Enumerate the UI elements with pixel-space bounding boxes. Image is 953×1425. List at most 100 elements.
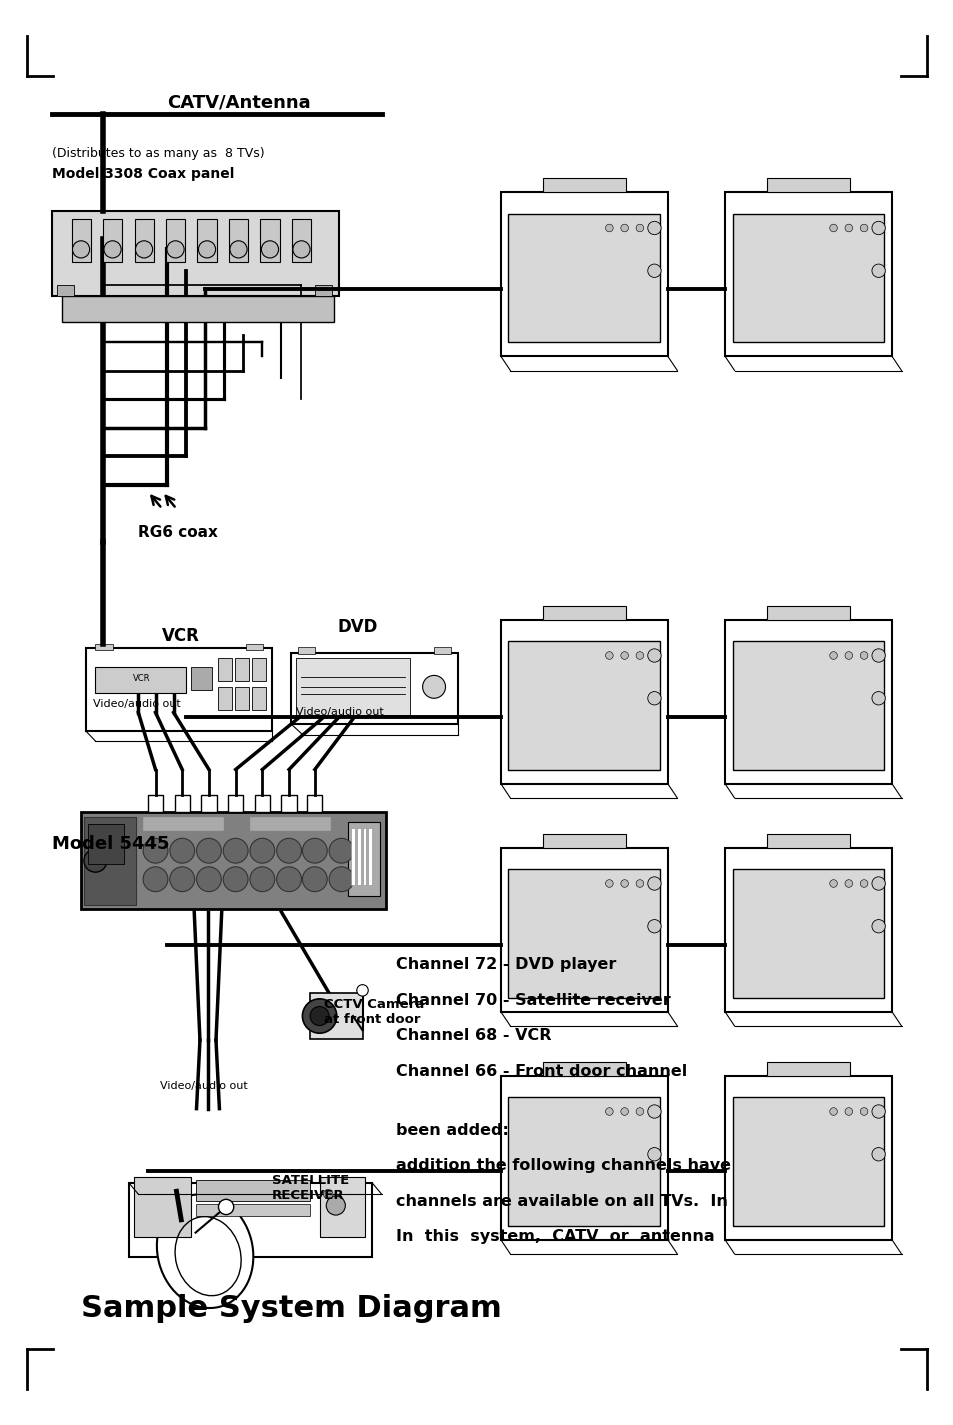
- Bar: [766, 834, 849, 848]
- Circle shape: [250, 866, 274, 892]
- Text: CCTV Camera
at front door: CCTV Camera at front door: [324, 997, 424, 1026]
- Circle shape: [871, 1104, 884, 1119]
- Bar: [252, 687, 266, 710]
- Bar: [246, 644, 263, 650]
- Bar: [134, 219, 153, 262]
- Bar: [310, 993, 362, 1039]
- Circle shape: [647, 648, 660, 663]
- Bar: [508, 641, 659, 770]
- Bar: [508, 869, 659, 998]
- Bar: [191, 667, 212, 690]
- Bar: [95, 644, 112, 650]
- Bar: [195, 1204, 310, 1216]
- Circle shape: [276, 838, 301, 864]
- Bar: [297, 647, 314, 654]
- Circle shape: [104, 241, 121, 258]
- Text: SATELLITE
RECEIVER: SATELLITE RECEIVER: [272, 1174, 349, 1203]
- Circle shape: [871, 1147, 884, 1161]
- Circle shape: [218, 1200, 233, 1214]
- Circle shape: [647, 1104, 660, 1119]
- Bar: [500, 1076, 667, 1240]
- Bar: [88, 824, 124, 864]
- Bar: [71, 219, 91, 262]
- Circle shape: [230, 241, 247, 258]
- Bar: [254, 795, 270, 812]
- Text: channels are available on all TVs.  In: channels are available on all TVs. In: [395, 1194, 727, 1208]
- Text: DVD: DVD: [337, 618, 377, 636]
- Bar: [351, 828, 355, 885]
- Bar: [148, 795, 163, 812]
- Circle shape: [605, 651, 613, 660]
- Bar: [228, 795, 243, 812]
- Bar: [766, 606, 849, 620]
- Circle shape: [143, 838, 168, 864]
- Circle shape: [647, 1147, 660, 1161]
- Bar: [732, 641, 883, 770]
- Bar: [195, 1180, 310, 1201]
- Text: (Distributes to as many as  8 TVs): (Distributes to as many as 8 TVs): [52, 147, 265, 161]
- Circle shape: [871, 264, 884, 278]
- Circle shape: [647, 919, 660, 933]
- Bar: [166, 219, 185, 262]
- Bar: [103, 219, 122, 262]
- Bar: [319, 1177, 365, 1237]
- Bar: [368, 828, 372, 885]
- Text: RG6 coax: RG6 coax: [138, 526, 218, 540]
- Circle shape: [871, 221, 884, 235]
- Bar: [732, 1097, 883, 1226]
- Text: Sample System Diagram: Sample System Diagram: [81, 1294, 501, 1322]
- Circle shape: [223, 866, 248, 892]
- Circle shape: [326, 1196, 345, 1216]
- Circle shape: [167, 241, 184, 258]
- Circle shape: [844, 651, 852, 660]
- Bar: [229, 219, 248, 262]
- Circle shape: [829, 879, 837, 888]
- Circle shape: [329, 838, 354, 864]
- Circle shape: [310, 1006, 329, 1026]
- Bar: [732, 869, 883, 998]
- Bar: [86, 648, 272, 731]
- Bar: [356, 828, 360, 885]
- Text: Channel 68 - VCR: Channel 68 - VCR: [395, 1029, 551, 1043]
- Circle shape: [302, 838, 327, 864]
- Text: Model 3308 Coax panel: Model 3308 Coax panel: [52, 167, 234, 181]
- Circle shape: [250, 838, 274, 864]
- Circle shape: [860, 651, 867, 660]
- Circle shape: [605, 224, 613, 232]
- Text: Video/audio out: Video/audio out: [295, 707, 383, 718]
- Bar: [52, 211, 338, 296]
- Bar: [174, 795, 190, 812]
- Circle shape: [196, 866, 221, 892]
- Circle shape: [871, 876, 884, 891]
- Circle shape: [647, 876, 660, 891]
- Circle shape: [871, 919, 884, 933]
- Circle shape: [422, 675, 445, 698]
- Bar: [252, 658, 266, 681]
- Circle shape: [323, 1190, 333, 1198]
- Bar: [542, 606, 625, 620]
- Circle shape: [620, 1107, 628, 1116]
- Circle shape: [198, 241, 215, 258]
- Bar: [197, 219, 216, 262]
- Circle shape: [605, 879, 613, 888]
- Circle shape: [647, 264, 660, 278]
- Circle shape: [860, 224, 867, 232]
- Circle shape: [170, 838, 194, 864]
- Circle shape: [84, 849, 107, 872]
- Circle shape: [143, 866, 168, 892]
- Bar: [95, 667, 186, 693]
- Bar: [500, 192, 667, 356]
- Bar: [291, 653, 457, 724]
- Circle shape: [605, 1107, 613, 1116]
- Bar: [217, 687, 232, 710]
- Circle shape: [302, 999, 336, 1033]
- Circle shape: [844, 1107, 852, 1116]
- Circle shape: [636, 1107, 643, 1116]
- Bar: [292, 219, 311, 262]
- Circle shape: [636, 651, 643, 660]
- Circle shape: [647, 691, 660, 705]
- Bar: [143, 817, 224, 831]
- Bar: [362, 828, 366, 885]
- Bar: [508, 214, 659, 342]
- Bar: [724, 1076, 891, 1240]
